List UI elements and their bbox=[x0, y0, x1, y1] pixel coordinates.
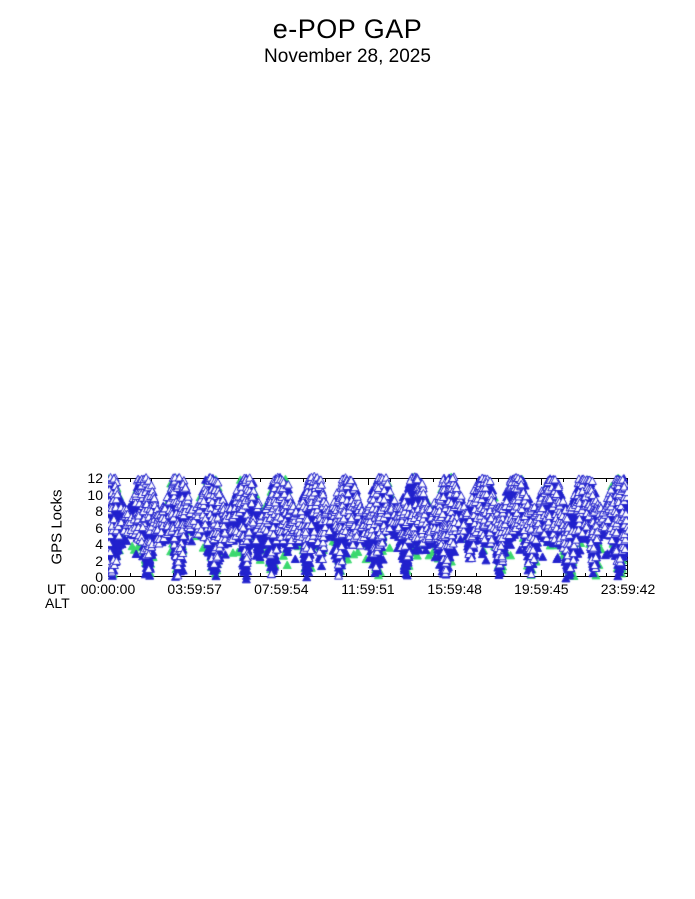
x-tick-label-5: 19:59:45 bbox=[514, 581, 569, 597]
chart-title: e-POP GAP bbox=[272, 14, 423, 44]
y-tick-label-6: 6 bbox=[95, 519, 103, 536]
x-axis-ut-label: UT bbox=[47, 581, 66, 597]
y-tick-label-2: 2 bbox=[95, 552, 103, 569]
x-tick-label-2: 07:59:54 bbox=[254, 581, 309, 597]
x-tick-label-1: 03:59:57 bbox=[167, 581, 222, 597]
y-tick-label-8: 8 bbox=[95, 503, 103, 519]
x-tick-label-0: 00:00:00 bbox=[80, 581, 136, 597]
y-tick-label-10: 10 bbox=[87, 486, 103, 503]
x-axis-alt-label: ALT bbox=[45, 595, 70, 611]
gps-locks-scatter-canvas bbox=[108, 472, 628, 584]
y-tick-label-0: 0 bbox=[95, 569, 103, 585]
y-tick-label-12: 12 bbox=[87, 470, 103, 486]
x-tick-label-3: 11:59:51 bbox=[341, 581, 395, 597]
x-tick-label-4: 15:59:48 bbox=[427, 581, 482, 597]
chart-subtitle: November 28, 2025 bbox=[264, 46, 431, 67]
y-tick-label-4: 4 bbox=[95, 536, 103, 552]
x-tick-label-6: 23:59:42 bbox=[600, 581, 656, 597]
